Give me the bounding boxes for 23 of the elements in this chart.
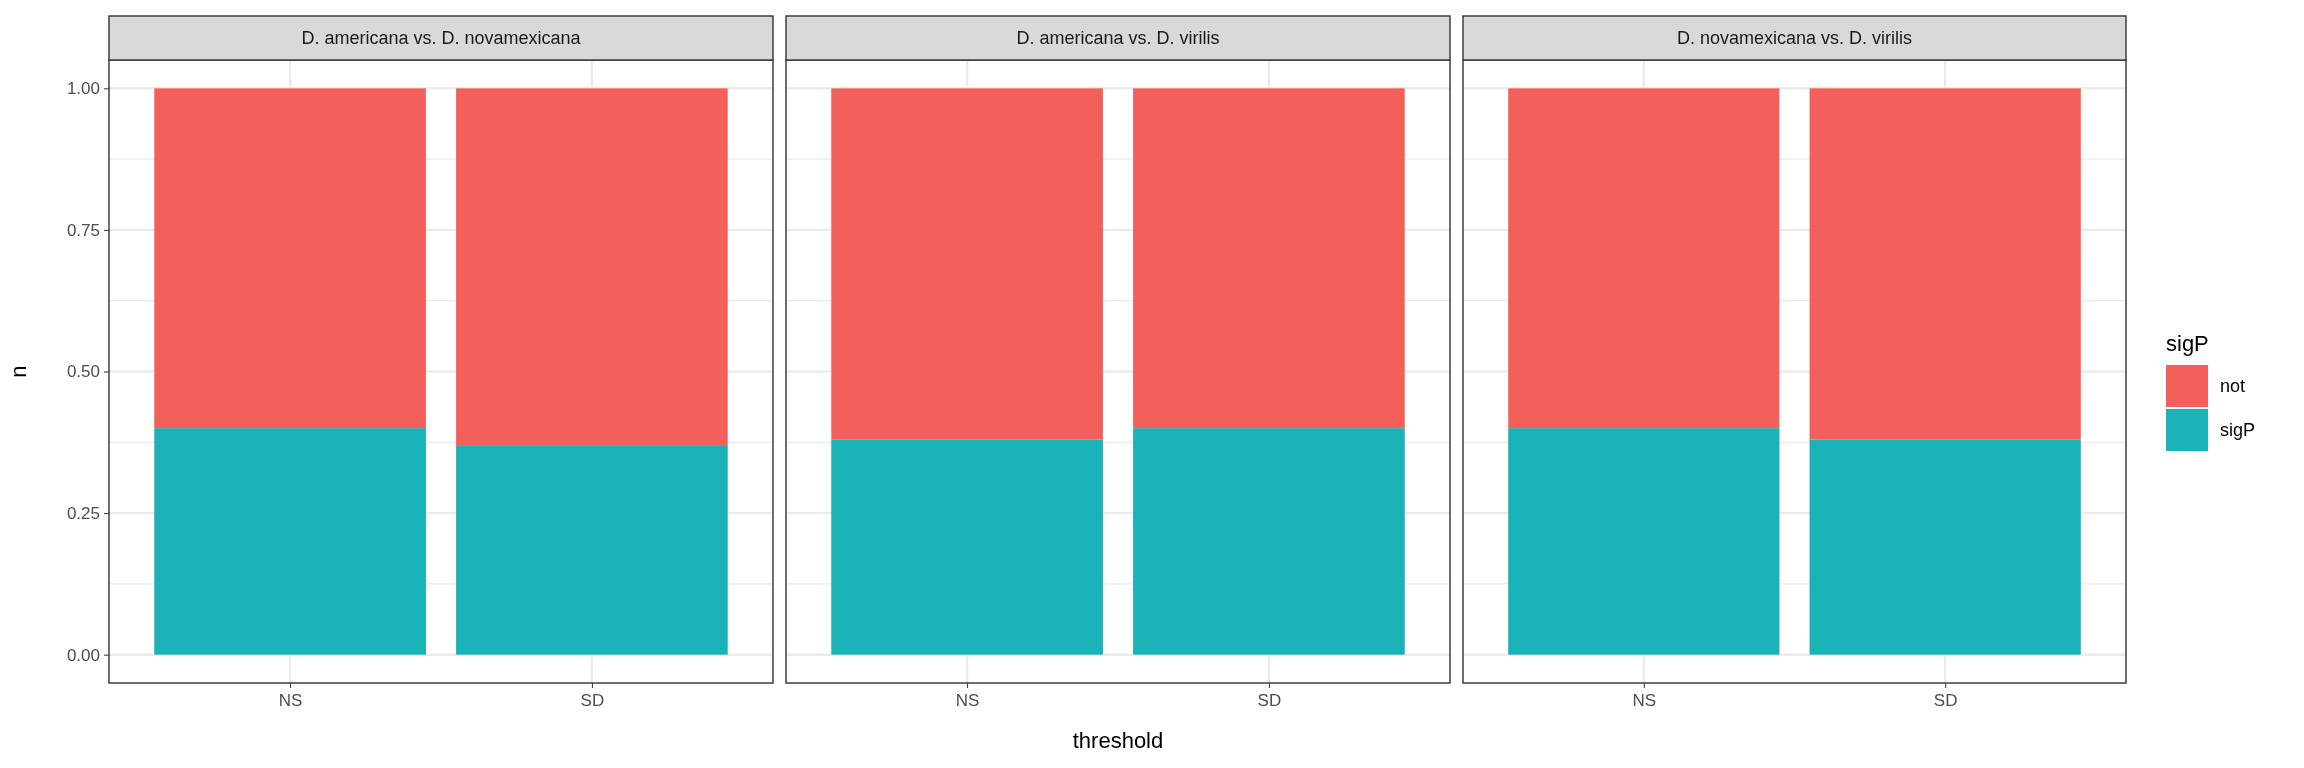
y-tick-label: 0.25 (66, 504, 100, 524)
bar (456, 88, 728, 446)
bar (154, 88, 426, 429)
y-tick-label: 1.00 (66, 79, 100, 99)
chart-title: D. americana vs. D. virilis (1016, 28, 1220, 48)
bar (154, 428, 426, 655)
y-tick-label: 0.00 (66, 645, 100, 665)
chart-title: D. novamexicana vs. D. virilis (1676, 28, 1913, 48)
x-tick-label: NS (955, 691, 980, 711)
x-tick-label: SD (1257, 691, 1282, 711)
x-tick-label: NS (1632, 691, 1657, 711)
x-axis-title: threshold (1072, 728, 1164, 753)
bar (456, 445, 728, 655)
legend-label: sigP (2220, 420, 2256, 440)
x-tick-label: NS (278, 691, 303, 711)
y-axis-title: n (6, 365, 31, 378)
legend-label: not (2220, 376, 2246, 396)
legend-title: sigP (2166, 331, 2209, 356)
x-tick-label: SD (1933, 691, 1958, 711)
y-tick-label: 0.75 (66, 220, 100, 240)
y-tick-label: 0.50 (66, 362, 100, 382)
chart-title: D. americana vs. D. novamexicana (301, 28, 582, 48)
x-tick-label: SD (580, 691, 605, 711)
